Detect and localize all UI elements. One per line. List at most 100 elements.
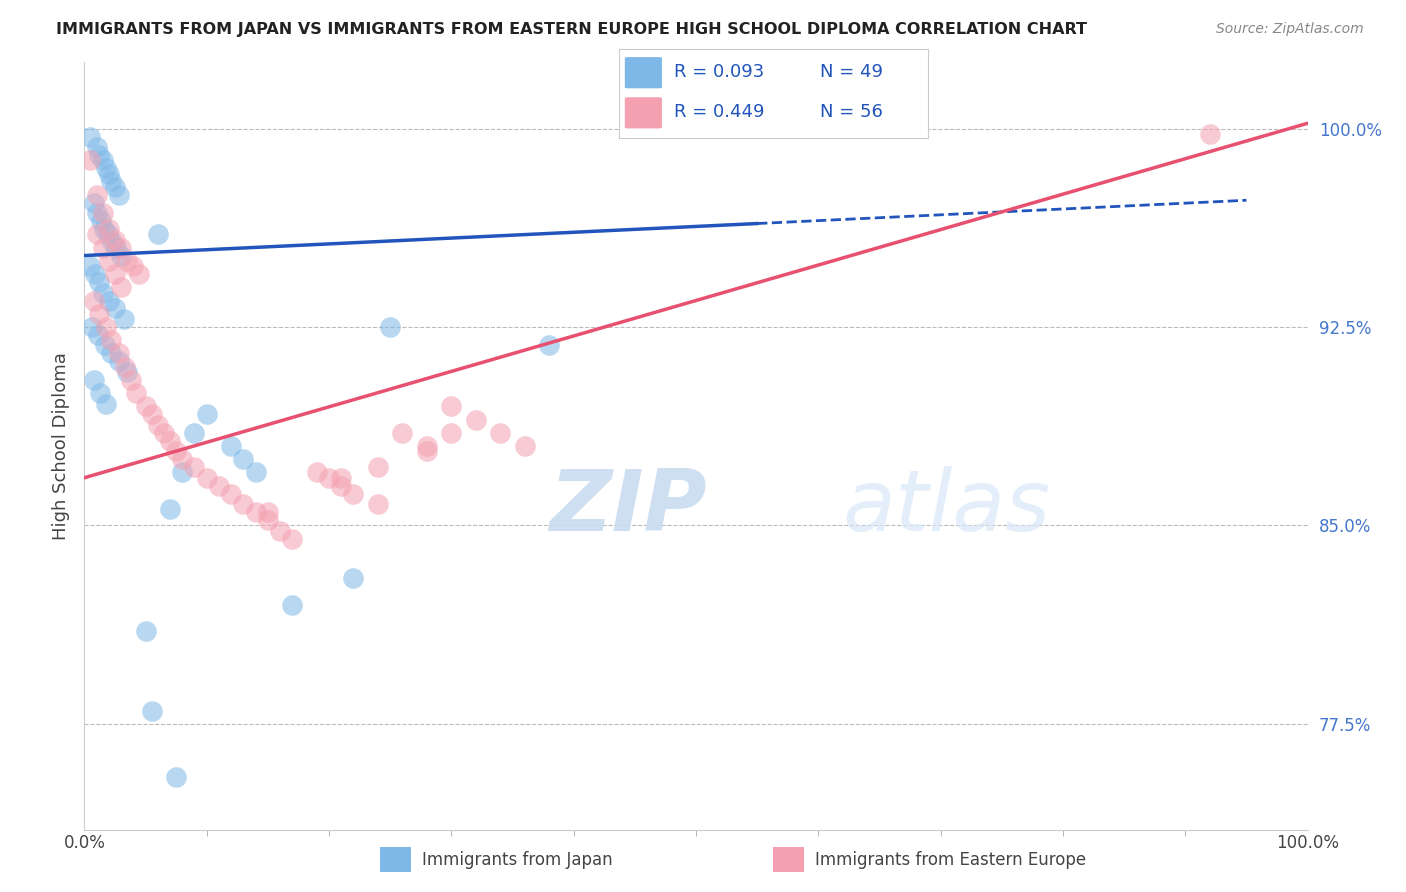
Point bbox=[330, 478, 353, 492]
Point bbox=[219, 486, 242, 500]
Point bbox=[96, 320, 118, 334]
Point bbox=[269, 524, 291, 538]
Point bbox=[416, 439, 439, 453]
Point bbox=[100, 333, 122, 347]
Point bbox=[115, 365, 138, 379]
Point bbox=[86, 206, 108, 220]
Point bbox=[96, 161, 118, 176]
FancyBboxPatch shape bbox=[624, 57, 662, 88]
Point bbox=[281, 598, 304, 612]
Point bbox=[416, 444, 439, 458]
Point bbox=[440, 400, 463, 414]
Point bbox=[281, 532, 304, 546]
Point bbox=[165, 444, 187, 458]
Point bbox=[1198, 127, 1220, 141]
Point bbox=[87, 307, 110, 321]
Point bbox=[97, 167, 120, 181]
Y-axis label: High School Diploma: High School Diploma bbox=[52, 352, 70, 540]
Point bbox=[83, 195, 105, 210]
Point bbox=[97, 293, 120, 308]
Point bbox=[83, 293, 105, 308]
Point bbox=[90, 214, 112, 228]
Text: atlas: atlas bbox=[842, 466, 1050, 549]
Point bbox=[79, 259, 101, 273]
Point bbox=[97, 222, 120, 236]
Point bbox=[141, 407, 163, 421]
Text: N = 49: N = 49 bbox=[820, 63, 883, 81]
Point bbox=[440, 425, 463, 440]
Point bbox=[91, 285, 114, 300]
Point bbox=[146, 227, 169, 242]
Point bbox=[208, 478, 231, 492]
FancyBboxPatch shape bbox=[624, 97, 662, 128]
Point bbox=[172, 466, 194, 480]
Text: R = 0.449: R = 0.449 bbox=[675, 103, 765, 121]
Point bbox=[110, 280, 132, 294]
Point bbox=[91, 153, 114, 168]
Point bbox=[107, 187, 129, 202]
Point bbox=[232, 452, 254, 467]
Point bbox=[257, 513, 280, 527]
Text: R = 0.093: R = 0.093 bbox=[675, 63, 765, 81]
Point bbox=[513, 439, 536, 453]
Text: ZIP: ZIP bbox=[550, 466, 707, 549]
Point bbox=[195, 471, 218, 485]
Point bbox=[86, 140, 108, 154]
Point bbox=[232, 497, 254, 511]
Point bbox=[104, 179, 127, 194]
Point bbox=[86, 227, 108, 242]
Point bbox=[489, 425, 512, 440]
Point bbox=[245, 466, 267, 480]
Point bbox=[135, 400, 157, 414]
Point bbox=[79, 153, 101, 168]
Point bbox=[87, 148, 110, 162]
Point bbox=[115, 253, 138, 268]
Point bbox=[330, 471, 353, 485]
Point bbox=[367, 497, 389, 511]
Point bbox=[101, 235, 124, 250]
Point bbox=[159, 434, 181, 448]
Point bbox=[172, 452, 194, 467]
Point bbox=[257, 505, 280, 519]
Point bbox=[87, 327, 110, 342]
Point bbox=[141, 704, 163, 718]
Point bbox=[112, 312, 135, 326]
Point bbox=[105, 241, 128, 255]
Point bbox=[79, 129, 101, 144]
Point bbox=[122, 259, 145, 273]
Point bbox=[94, 338, 117, 352]
Point bbox=[195, 407, 218, 421]
Point bbox=[91, 241, 114, 255]
Text: IMMIGRANTS FROM JAPAN VS IMMIGRANTS FROM EASTERN EUROPE HIGH SCHOOL DIPLOMA CORR: IMMIGRANTS FROM JAPAN VS IMMIGRANTS FROM… bbox=[56, 22, 1087, 37]
Text: N = 56: N = 56 bbox=[820, 103, 883, 121]
Point bbox=[84, 267, 107, 281]
Point bbox=[165, 770, 187, 784]
Point bbox=[305, 466, 328, 480]
Point bbox=[183, 425, 205, 440]
Point bbox=[219, 439, 242, 453]
Point bbox=[159, 502, 181, 516]
Point bbox=[128, 267, 150, 281]
Point bbox=[96, 397, 118, 411]
Text: Source: ZipAtlas.com: Source: ZipAtlas.com bbox=[1216, 22, 1364, 37]
Point bbox=[97, 253, 120, 268]
Point bbox=[464, 412, 486, 426]
Point bbox=[104, 233, 127, 247]
Point bbox=[183, 460, 205, 475]
Point bbox=[86, 187, 108, 202]
Point bbox=[318, 471, 340, 485]
Point bbox=[97, 227, 120, 242]
Point bbox=[107, 354, 129, 368]
Point bbox=[107, 346, 129, 360]
Point bbox=[87, 275, 110, 289]
Point bbox=[104, 301, 127, 316]
Point bbox=[100, 174, 122, 188]
Point bbox=[245, 505, 267, 519]
Point bbox=[391, 425, 413, 440]
Point bbox=[89, 386, 111, 401]
Point bbox=[342, 486, 364, 500]
Point bbox=[93, 222, 115, 236]
Text: Immigrants from Japan: Immigrants from Japan bbox=[422, 851, 613, 869]
Point bbox=[120, 373, 142, 387]
Point bbox=[91, 206, 114, 220]
